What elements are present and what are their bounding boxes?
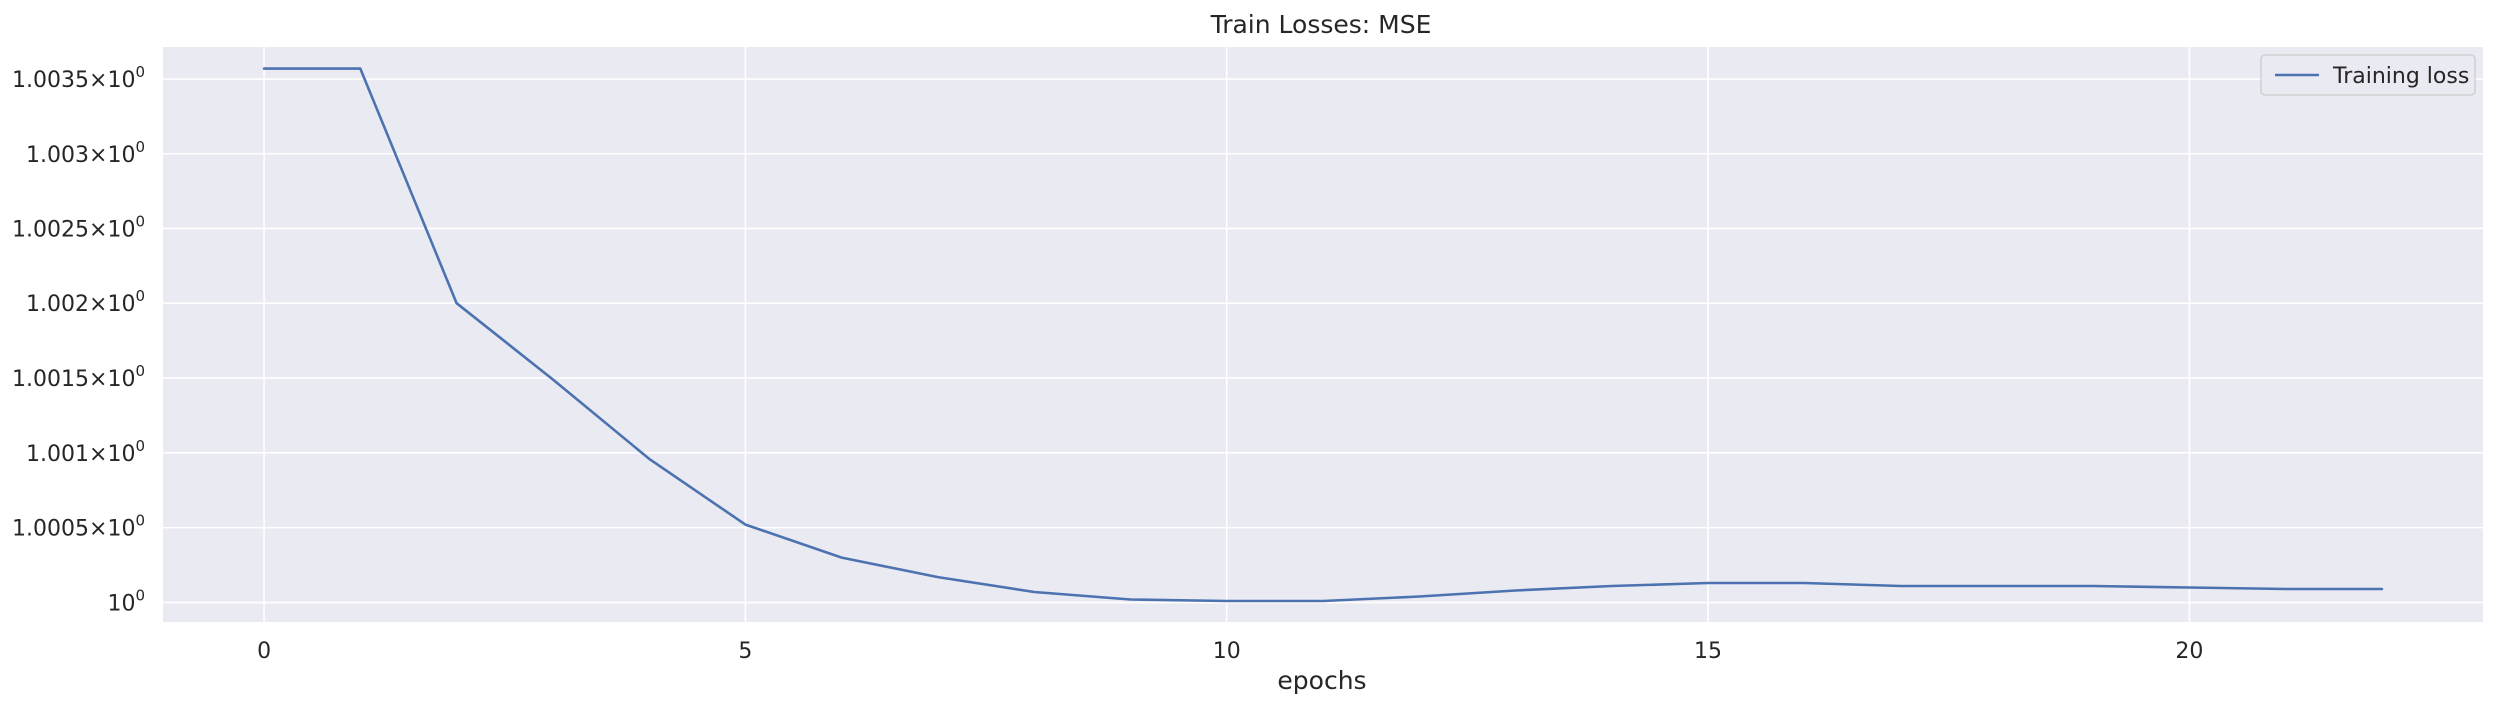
- y-gridlines: [163, 78, 2483, 604]
- x-tick-label: 15: [1694, 639, 1722, 664]
- y-tick-label: 1.001×100: [26, 437, 145, 467]
- y-tick-labels: 100 1.0005×100 1.001×100 1.0015×100 1.002×10…: [12, 63, 145, 616]
- y-tick-label: 1.0025×100: [12, 212, 145, 242]
- y-tick-label: 1.003×100: [26, 138, 145, 168]
- x-tick-label: 20: [2175, 639, 2203, 664]
- y-tick-label: 1.002×100: [26, 287, 145, 317]
- y-tick-label: 1.0005×100: [12, 512, 145, 542]
- x-tick-labels: 0 5 10 15 20: [257, 639, 2203, 664]
- series-layer: [262, 67, 2384, 603]
- x-tick-label: 10: [1213, 639, 1241, 664]
- chart-title: Train Losses: MSE: [1210, 10, 1432, 39]
- legend-label-training-loss: Training loss: [2332, 64, 2469, 89]
- legend[interactable]: Training loss: [2260, 54, 2476, 96]
- plot-area: [163, 47, 2483, 622]
- x-gridlines: [263, 47, 2191, 622]
- y-tick-label: 1.0035×100: [12, 63, 145, 93]
- x-axis-label: epochs: [1277, 666, 1366, 695]
- legend-box: [2260, 54, 2476, 96]
- y-tick-label: 1.0015×100: [12, 362, 145, 392]
- series-line-training-loss: [262, 67, 2384, 603]
- x-tick-label: 0: [257, 639, 271, 664]
- x-tick-label: 5: [738, 639, 752, 664]
- y-tick-label: 100: [107, 587, 145, 617]
